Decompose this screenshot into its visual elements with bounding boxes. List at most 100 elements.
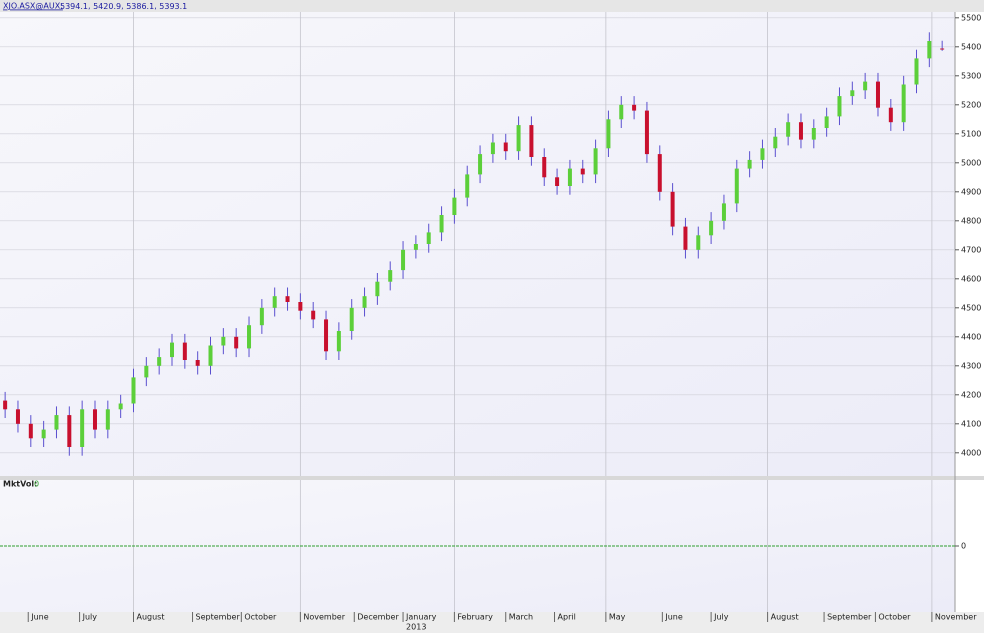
candle-body bbox=[388, 270, 393, 282]
y-tick-label: 5000 bbox=[961, 158, 981, 167]
candle-body bbox=[272, 296, 277, 308]
candle-body bbox=[670, 191, 675, 227]
candle-body bbox=[824, 116, 829, 128]
candle-body bbox=[901, 84, 906, 123]
candle-body bbox=[619, 104, 624, 120]
candle-body bbox=[401, 249, 406, 271]
candle-body bbox=[80, 409, 85, 447]
candle-body bbox=[490, 142, 495, 155]
x-tick-label: September bbox=[196, 613, 241, 622]
price-panel bbox=[0, 12, 955, 476]
y-tick-label: 4200 bbox=[961, 390, 981, 399]
x-tick-label: July bbox=[713, 613, 729, 622]
candle-body bbox=[773, 136, 778, 149]
readout-close: 5393.1 bbox=[159, 2, 187, 11]
candle-body bbox=[131, 377, 136, 404]
year-label: 2013 bbox=[406, 623, 426, 632]
candle-body bbox=[67, 415, 72, 447]
candle-body bbox=[452, 197, 457, 215]
x-tick-label: June bbox=[664, 613, 683, 622]
candle-body bbox=[439, 215, 444, 233]
x-tick-label: May bbox=[609, 613, 626, 622]
y-tick-label: 5500 bbox=[961, 13, 981, 22]
symbol: XJO.ASX@AUX: bbox=[3, 2, 63, 11]
candle-body bbox=[221, 336, 226, 346]
candle-body bbox=[760, 148, 765, 160]
candle-body bbox=[195, 360, 200, 366]
candle-body bbox=[709, 220, 714, 236]
candle-body bbox=[696, 235, 701, 250]
y-tick-label: 4600 bbox=[961, 274, 981, 283]
x-tick-label: December bbox=[357, 613, 399, 622]
y-tick-label: 4100 bbox=[961, 419, 981, 428]
y-tick-label: 0 bbox=[961, 542, 966, 551]
candle-body bbox=[875, 81, 880, 108]
candle-body bbox=[580, 168, 585, 175]
candle-body bbox=[837, 96, 842, 117]
candle-body bbox=[298, 302, 303, 311]
y-tick-label: 4300 bbox=[961, 361, 981, 370]
candle-body bbox=[362, 296, 367, 308]
x-tick-label: July bbox=[82, 613, 98, 622]
candle-body bbox=[92, 409, 97, 430]
candle-body bbox=[118, 403, 123, 410]
candle-body bbox=[747, 159, 752, 169]
candle-body bbox=[15, 409, 20, 424]
candle-body bbox=[644, 110, 649, 155]
candle-body bbox=[914, 58, 919, 85]
y-tick-label: 4000 bbox=[961, 448, 981, 457]
candle-body bbox=[734, 168, 739, 204]
panel-divider bbox=[0, 476, 984, 480]
candle-body bbox=[606, 119, 611, 149]
candle-body bbox=[247, 325, 252, 349]
candle-body bbox=[657, 154, 662, 192]
candle-body bbox=[413, 244, 418, 250]
y-tick-label: 4500 bbox=[961, 303, 981, 312]
candle-body bbox=[285, 296, 290, 302]
candle-body bbox=[465, 174, 470, 198]
candle-body bbox=[324, 319, 329, 352]
candle-body bbox=[336, 331, 341, 352]
candle-body bbox=[632, 104, 637, 111]
x-tick-label: January bbox=[405, 613, 437, 622]
x-tick-label: June bbox=[30, 613, 49, 622]
candle-body bbox=[3, 400, 8, 410]
candle-body bbox=[54, 415, 59, 430]
candle-body bbox=[259, 307, 264, 326]
x-tick-label: November bbox=[935, 613, 977, 622]
y-tick-label: 5300 bbox=[961, 71, 981, 80]
x-tick-label: September bbox=[827, 613, 872, 622]
y-tick-label: 5200 bbox=[961, 100, 981, 109]
candle-body bbox=[721, 203, 726, 221]
candle-body bbox=[28, 423, 33, 439]
y-tick-label: 5400 bbox=[961, 42, 981, 51]
y-tick-label: 4700 bbox=[961, 245, 981, 254]
candle-body bbox=[567, 168, 572, 186]
candle-body bbox=[208, 345, 213, 366]
volume-value: 0 bbox=[34, 480, 39, 489]
candle-body bbox=[555, 177, 560, 186]
candle-body bbox=[426, 232, 431, 244]
readout-open: 5394.1 bbox=[60, 2, 88, 11]
candle-body bbox=[144, 365, 149, 378]
candle-body bbox=[542, 157, 547, 178]
x-tick-label: October bbox=[244, 613, 277, 622]
x-tick-label: August bbox=[136, 613, 164, 622]
candle-body bbox=[798, 122, 803, 140]
candle-body bbox=[940, 48, 945, 50]
candle-body bbox=[105, 409, 110, 430]
candle-body bbox=[593, 148, 598, 175]
header-bar bbox=[0, 0, 984, 12]
candle-body bbox=[863, 81, 868, 91]
readout-high: 5420.9 bbox=[93, 2, 121, 11]
x-tick-label: October bbox=[878, 613, 911, 622]
candle-body bbox=[170, 342, 175, 358]
candle-body bbox=[375, 281, 380, 297]
y-tick-label: 5100 bbox=[961, 129, 981, 138]
volume-label: MktVol: bbox=[3, 480, 37, 489]
candle-body bbox=[503, 142, 508, 152]
candle-body bbox=[811, 128, 816, 140]
y-tick-label: 4900 bbox=[961, 187, 981, 196]
candle-body bbox=[182, 342, 187, 360]
